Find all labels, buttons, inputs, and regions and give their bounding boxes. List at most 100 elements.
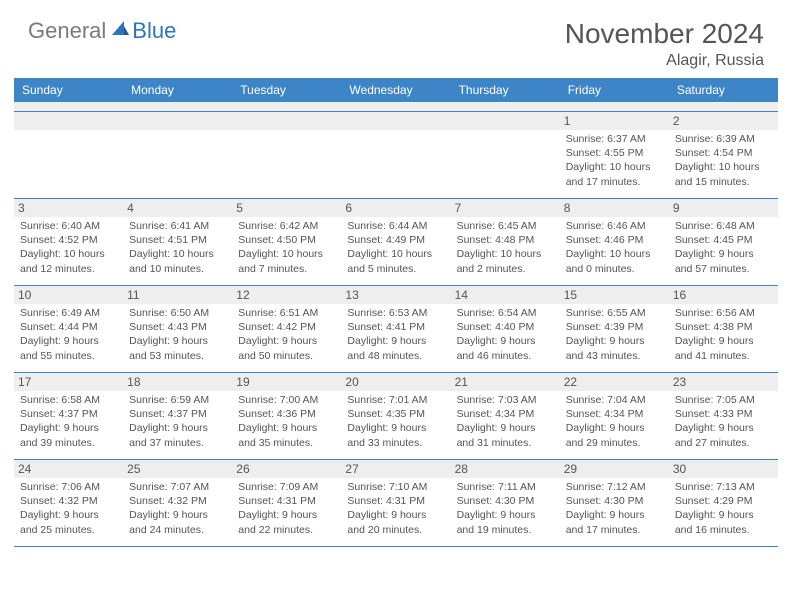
calendar-cell xyxy=(232,112,341,198)
sunset-line: Sunset: 4:29 PM xyxy=(675,494,772,508)
daylight-line-1: Daylight: 10 hours xyxy=(129,247,226,261)
daylight-line-2: and 17 minutes. xyxy=(566,523,663,537)
day-info: Sunrise: 7:05 AMSunset: 4:33 PMDaylight:… xyxy=(675,393,772,450)
sunrise-line: Sunrise: 6:37 AM xyxy=(566,132,663,146)
day-header-tue: Tuesday xyxy=(232,78,341,102)
daylight-line-2: and 39 minutes. xyxy=(20,436,117,450)
sunrise-line: Sunrise: 7:03 AM xyxy=(457,393,554,407)
calendar-cell: 25 Sunrise: 7:07 AMSunset: 4:32 PMDayligh… xyxy=(123,460,232,546)
daylight-line-1: Daylight: 9 hours xyxy=(566,421,663,435)
daylight-line-2: and 37 minutes. xyxy=(129,436,226,450)
sunrise-line: Sunrise: 6:59 AM xyxy=(129,393,226,407)
calendar-cell: 16Sunrise: 6:56 AMSunset: 4:38 PMDayligh… xyxy=(669,286,778,372)
day-info: Sunrise: 6:37 AMSunset: 4:55 PMDaylight:… xyxy=(566,132,663,189)
day-info: Sunrise: 6:48 AMSunset: 4:45 PMDaylight:… xyxy=(675,219,772,276)
sunrise-line: Sunrise: 7:05 AM xyxy=(675,393,772,407)
day-info: Sunrise: 6:40 AMSunset: 4:52 PMDaylight:… xyxy=(20,219,117,276)
day-info: Sunrise: 6:59 AMSunset: 4:37 PMDaylight:… xyxy=(129,393,226,450)
day-number: 14 xyxy=(451,286,560,304)
day-number: 1 xyxy=(560,112,669,130)
calendar-cell: 2Sunrise: 6:39 AMSunset: 4:54 PMDaylight… xyxy=(669,112,778,198)
calendar-cell: 6Sunrise: 6:44 AMSunset: 4:49 PMDaylight… xyxy=(341,199,450,285)
day-header-wed: Wednesday xyxy=(341,78,450,102)
daylight-line-2: and 50 minutes. xyxy=(238,349,335,363)
day-info: Sunrise: 6:45 AMSunset: 4:48 PMDaylight:… xyxy=(457,219,554,276)
sunrise-line: Sunrise: 6:39 AM xyxy=(675,132,772,146)
sunset-line: Sunset: 4:40 PM xyxy=(457,320,554,334)
empty-day xyxy=(123,112,232,130)
day-number: 10 xyxy=(14,286,123,304)
calendar-cell: 18Sunrise: 6:59 AMSunset: 4:37 PMDayligh… xyxy=(123,373,232,459)
sunset-line: Sunset: 4:48 PM xyxy=(457,233,554,247)
sunset-line: Sunset: 4:37 PM xyxy=(129,407,226,421)
sunset-line: Sunset: 4:54 PM xyxy=(675,146,772,160)
daylight-line-1: Daylight: 10 hours xyxy=(238,247,335,261)
sunrise-line: Sunrise: 7:04 AM xyxy=(566,393,663,407)
sunset-line: Sunset: 4:32 PM xyxy=(20,494,117,508)
daylight-line-2: and 33 minutes. xyxy=(347,436,444,450)
daylight-line-1: Daylight: 9 hours xyxy=(566,508,663,522)
daylight-line-1: Daylight: 9 hours xyxy=(566,334,663,348)
location-label: Alagir, Russia xyxy=(565,52,764,70)
calendar-cell xyxy=(341,112,450,198)
day-info: Sunrise: 6:54 AMSunset: 4:40 PMDaylight:… xyxy=(457,306,554,363)
day-number: 26 xyxy=(232,460,341,478)
daylight-line-1: Daylight: 9 hours xyxy=(675,421,772,435)
sunrise-line: Sunrise: 6:56 AM xyxy=(675,306,772,320)
calendar-cell: 24Sunrise: 7:06 AMSunset: 4:32 PMDayligh… xyxy=(14,460,123,546)
daylight-line-1: Daylight: 9 hours xyxy=(238,334,335,348)
calendar-cell xyxy=(14,112,123,198)
day-info: Sunrise: 7:07 AMSunset: 4:32 PMDaylight:… xyxy=(129,480,226,537)
day-number: 25 xyxy=(123,460,232,478)
calendar-cell: 21Sunrise: 7:03 AMSunset: 4:34 PMDayligh… xyxy=(451,373,560,459)
sunrise-line: Sunrise: 6:41 AM xyxy=(129,219,226,233)
sunset-line: Sunset: 4:45 PM xyxy=(675,233,772,247)
empty-day xyxy=(14,112,123,130)
day-info: Sunrise: 6:44 AMSunset: 4:49 PMDaylight:… xyxy=(347,219,444,276)
daylight-line-2: and 5 minutes. xyxy=(347,262,444,276)
day-info: Sunrise: 6:46 AMSunset: 4:46 PMDaylight:… xyxy=(566,219,663,276)
day-header-thu: Thursday xyxy=(451,78,560,102)
day-header-sun: Sunday xyxy=(14,78,123,102)
day-info: Sunrise: 6:41 AMSunset: 4:51 PMDaylight:… xyxy=(129,219,226,276)
sunrise-line: Sunrise: 7:10 AM xyxy=(347,480,444,494)
daylight-line-1: Daylight: 9 hours xyxy=(457,508,554,522)
sunset-line: Sunset: 4:30 PM xyxy=(566,494,663,508)
sunset-line: Sunset: 4:55 PM xyxy=(566,146,663,160)
daylight-line-1: Daylight: 9 hours xyxy=(20,508,117,522)
calendar-cell: 9Sunrise: 6:48 AMSunset: 4:45 PMDaylight… xyxy=(669,199,778,285)
sunset-line: Sunset: 4:36 PM xyxy=(238,407,335,421)
day-info: Sunrise: 6:53 AMSunset: 4:41 PMDaylight:… xyxy=(347,306,444,363)
daylight-line-2: and 15 minutes. xyxy=(675,175,772,189)
empty-day xyxy=(341,112,450,130)
daylight-line-2: and 27 minutes. xyxy=(675,436,772,450)
day-info: Sunrise: 7:01 AMSunset: 4:35 PMDaylight:… xyxy=(347,393,444,450)
day-number: 16 xyxy=(669,286,778,304)
day-number: 7 xyxy=(451,199,560,217)
sail-icon xyxy=(110,19,130,44)
calendar-cell xyxy=(123,112,232,198)
sunset-line: Sunset: 4:33 PM xyxy=(675,407,772,421)
sunset-line: Sunset: 4:38 PM xyxy=(675,320,772,334)
calendar-cell: 17Sunrise: 6:58 AMSunset: 4:37 PMDayligh… xyxy=(14,373,123,459)
day-header-mon: Monday xyxy=(123,78,232,102)
calendar-cell: 8Sunrise: 6:46 AMSunset: 4:46 PMDaylight… xyxy=(560,199,669,285)
sunset-line: Sunset: 4:35 PM xyxy=(347,407,444,421)
daylight-line-2: and 16 minutes. xyxy=(675,523,772,537)
daylight-line-2: and 12 minutes. xyxy=(20,262,117,276)
daylight-line-1: Daylight: 9 hours xyxy=(675,508,772,522)
day-info: Sunrise: 7:11 AMSunset: 4:30 PMDaylight:… xyxy=(457,480,554,537)
sunset-line: Sunset: 4:37 PM xyxy=(20,407,117,421)
sunrise-line: Sunrise: 7:12 AM xyxy=(566,480,663,494)
daylight-line-2: and 46 minutes. xyxy=(457,349,554,363)
daylight-line-2: and 29 minutes. xyxy=(566,436,663,450)
sunrise-line: Sunrise: 6:55 AM xyxy=(566,306,663,320)
day-header-sat: Saturday xyxy=(669,78,778,102)
calendar-week: 24Sunrise: 7:06 AMSunset: 4:32 PMDayligh… xyxy=(14,460,778,547)
sunrise-line: Sunrise: 6:44 AM xyxy=(347,219,444,233)
daylight-line-2: and 53 minutes. xyxy=(129,349,226,363)
daylight-line-2: and 35 minutes. xyxy=(238,436,335,450)
daylight-line-2: and 48 minutes. xyxy=(347,349,444,363)
day-number: 22 xyxy=(560,373,669,391)
sunset-line: Sunset: 4:41 PM xyxy=(347,320,444,334)
